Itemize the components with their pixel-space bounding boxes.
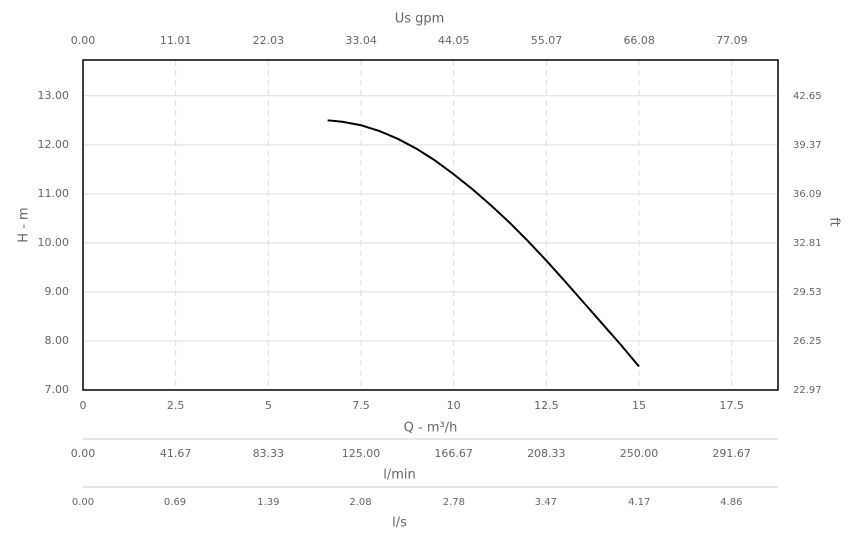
right-tick-label: 32.81 xyxy=(793,238,822,249)
right-tick-label: 36.09 xyxy=(793,189,822,200)
axis-tick-label: 0.00 xyxy=(71,447,96,460)
curve xyxy=(327,119,640,368)
x-tick-label: 2.5 xyxy=(167,399,185,412)
top-tick-label: 77.09 xyxy=(716,34,748,47)
right-tick-label: 22.97 xyxy=(793,385,822,396)
right-axis-title: ft xyxy=(827,217,842,226)
x-tick-label: 7.5 xyxy=(352,399,370,412)
axis-tick-label: 0.00 xyxy=(72,497,94,508)
top-tick-label: 55.07 xyxy=(531,34,563,47)
axis-tick-label: 291.67 xyxy=(712,447,751,460)
x-tick-label: 0 xyxy=(80,399,87,412)
axis-tick-label: 0.69 xyxy=(164,497,186,508)
axis-tick-label: 83.33 xyxy=(253,447,285,460)
axis-tick-label: 4.17 xyxy=(628,497,650,508)
top-tick-label: 66.08 xyxy=(623,34,655,47)
axis-tick-label: 4.86 xyxy=(720,497,742,508)
y-tick-label: 7.00 xyxy=(45,383,70,396)
top-tick-label: 33.04 xyxy=(345,34,377,47)
plot-border xyxy=(82,59,779,391)
y-tick-label: 8.00 xyxy=(45,334,70,347)
top-tick-label: 22.03 xyxy=(253,34,285,47)
axis-tick-label: 166.67 xyxy=(434,447,473,460)
top-tick-label: 44.05 xyxy=(438,34,470,47)
x-tick-label: 15 xyxy=(632,399,646,412)
axis-tick-label: 3.47 xyxy=(535,497,557,508)
top-axis-title: Us gpm xyxy=(395,12,445,27)
y-tick-label: 9.00 xyxy=(45,285,70,298)
axis-tick-label: 125.00 xyxy=(342,447,381,460)
right-tick-label: 29.53 xyxy=(793,287,822,298)
right-tick-label: 39.37 xyxy=(793,140,822,151)
y-tick-label: 12.00 xyxy=(38,138,70,151)
axis-tick-label: 2.08 xyxy=(349,497,371,508)
y-axis-title: H - m xyxy=(17,207,32,242)
x-tick-label: 17.5 xyxy=(719,399,744,412)
top-tick-label: 11.01 xyxy=(160,34,192,47)
axis-tick-label: 2.78 xyxy=(443,497,465,508)
x-tick-label: 10 xyxy=(447,399,461,412)
axis-tick-label: 208.33 xyxy=(527,447,566,460)
axis-title: l/min xyxy=(383,468,416,483)
y-tick-label: 10.00 xyxy=(38,236,70,249)
axis-tick-label: 1.39 xyxy=(257,497,279,508)
y-tick-label: 11.00 xyxy=(38,187,70,200)
top-tick-label: 0.00 xyxy=(71,34,96,47)
right-tick-label: 26.25 xyxy=(793,336,822,347)
axis-title: l/s xyxy=(392,516,407,531)
x-tick-label: 12.5 xyxy=(534,399,559,412)
right-tick-label: 42.65 xyxy=(793,91,822,102)
x-axis-title: Q - m³/h xyxy=(404,421,458,436)
x-tick-label: 5 xyxy=(265,399,272,412)
axis-tick-label: 41.67 xyxy=(160,447,192,460)
axis-tick-label: 250.00 xyxy=(620,447,659,460)
y-tick-label: 13.00 xyxy=(38,89,70,102)
